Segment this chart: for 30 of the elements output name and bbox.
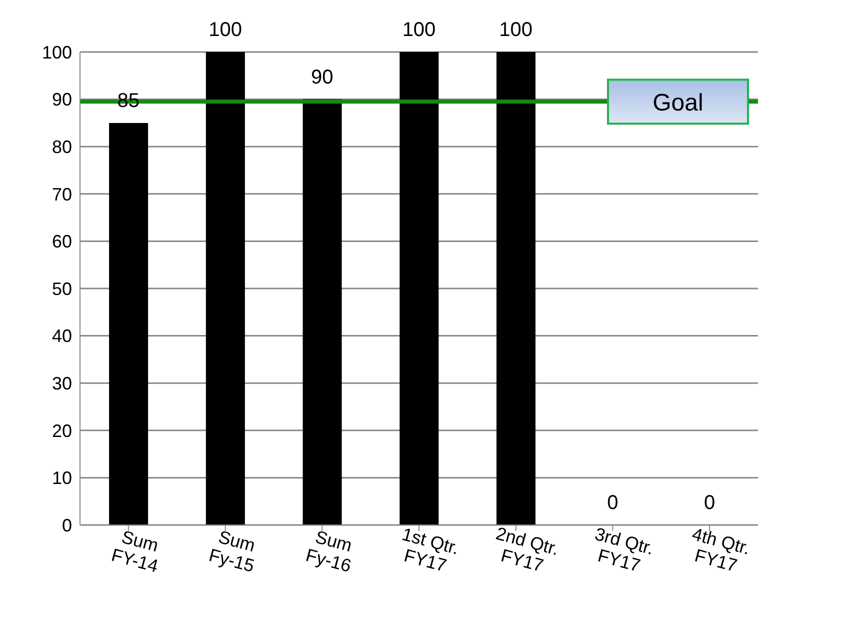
data-label: 90 — [311, 66, 334, 88]
ref-line-label: Goal — [652, 90, 704, 117]
y-tick-label: 70 — [52, 184, 72, 204]
y-tick-label: 80 — [52, 136, 72, 157]
bar — [206, 52, 245, 525]
bar — [109, 122, 148, 525]
y-tick-label: 100 — [42, 42, 72, 62]
y-tick-label: 30 — [52, 373, 72, 394]
bar — [496, 52, 536, 525]
x-tick-label: 4th Qtr. FY17 — [690, 524, 752, 576]
x-tick-label: Sum Fy-16 — [304, 526, 354, 576]
data-label: 0 — [607, 492, 618, 514]
data-label: 100 — [208, 19, 242, 41]
y-tick-label: 20 — [52, 420, 72, 441]
y-tick-label: 0 — [62, 515, 72, 536]
y-tick-label: 90 — [52, 90, 72, 110]
bar — [400, 52, 439, 525]
data-label: 100 — [402, 19, 436, 41]
x-tick-label: 2nd Qtr. FY17 — [494, 523, 561, 576]
data-label: 0 — [704, 492, 716, 514]
x-tick-label: Sum FY-14 — [109, 526, 160, 576]
y-tick-label: 60 — [52, 232, 72, 252]
data-label: 100 — [499, 19, 533, 41]
y-tick-label: 50 — [52, 278, 72, 299]
goal-label-box: Goal — [607, 78, 749, 125]
y-tick-label: 10 — [52, 468, 72, 488]
y-tick-label: 40 — [52, 326, 72, 346]
x-tick-label: 3rd Qtr. FY17 — [592, 524, 656, 576]
x-tick-label: 1st Qtr. FY17 — [400, 524, 462, 576]
x-tick-label: Sum Fy-15 — [206, 526, 258, 576]
